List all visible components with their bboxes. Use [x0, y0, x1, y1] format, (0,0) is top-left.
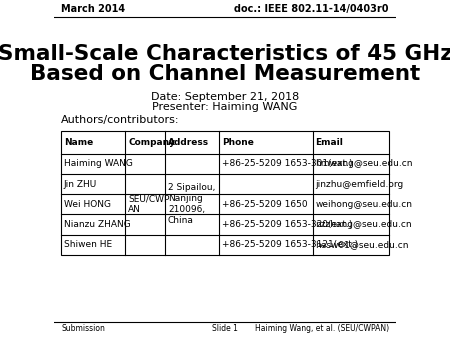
Text: Name: Name [64, 138, 93, 147]
Text: hmwang@seu.edu.cn: hmwang@seu.edu.cn [315, 159, 413, 168]
Text: doc.: IEEE 802.11-14/0403r0: doc.: IEEE 802.11-14/0403r0 [234, 4, 389, 14]
Text: 2 Sipailou,
Nanjing
210096,
China: 2 Sipailou, Nanjing 210096, China [168, 183, 215, 225]
Text: weihong@seu.edu.cn: weihong@seu.edu.cn [315, 200, 412, 209]
Text: Small-Scale Characteristics of 45 GHz: Small-Scale Characteristics of 45 GHz [0, 44, 450, 64]
Text: Date: September 21, 2018: Date: September 21, 2018 [151, 92, 299, 101]
Text: SEU/CWP
AN: SEU/CWP AN [128, 194, 170, 214]
Text: +86-25-5209 1653-3121(ext.): +86-25-5209 1653-3121(ext.) [222, 240, 358, 249]
Text: Phone: Phone [222, 138, 253, 147]
Text: Presenter: Haiming WANG: Presenter: Haiming WANG [152, 102, 298, 112]
Text: nzzhang@seu.edu.cn: nzzhang@seu.edu.cn [315, 220, 412, 229]
Text: Haiming WANG: Haiming WANG [64, 159, 133, 168]
Text: +86-25-5209 1653-301(ext.): +86-25-5209 1653-301(ext.) [222, 159, 352, 168]
Text: +86-25-5209 1653-320(ext.): +86-25-5209 1653-320(ext.) [222, 220, 352, 229]
Text: hesw01@seu.edu.cn: hesw01@seu.edu.cn [315, 240, 409, 249]
Text: Submission: Submission [61, 324, 105, 333]
Text: Email: Email [315, 138, 343, 147]
Text: Jin ZHU: Jin ZHU [64, 179, 97, 189]
Text: Haiming Wang, et al. (SEU/CWPAN): Haiming Wang, et al. (SEU/CWPAN) [255, 324, 389, 333]
Text: March 2014: March 2014 [61, 4, 126, 14]
Text: Slide 1: Slide 1 [212, 324, 238, 333]
Text: Authors/contributors:: Authors/contributors: [61, 115, 180, 125]
Text: Nianzu ZHANG: Nianzu ZHANG [64, 220, 130, 229]
Text: jinzhu@emfield.org: jinzhu@emfield.org [315, 179, 404, 189]
Text: Wei HONG: Wei HONG [64, 200, 111, 209]
Text: Address: Address [168, 138, 209, 147]
Text: Company: Company [128, 138, 175, 147]
Text: Shiwen HE: Shiwen HE [64, 240, 112, 249]
Text: +86-25-5209 1650: +86-25-5209 1650 [222, 200, 307, 209]
Text: Based on Channel Measurement: Based on Channel Measurement [30, 64, 420, 84]
FancyBboxPatch shape [61, 131, 389, 255]
